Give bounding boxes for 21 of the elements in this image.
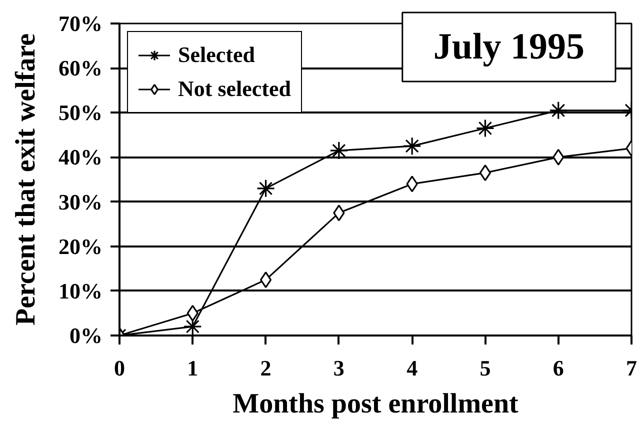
x-tick-label: 4 (406, 356, 418, 380)
x-tick-label: 5 (480, 356, 491, 380)
y-tick-label: 70% (58, 11, 102, 36)
x-axis-title: Months post enrollment (232, 388, 520, 420)
legend-label: Selected (178, 42, 255, 68)
y-tick-label: 30% (58, 189, 102, 214)
x-tick-label: 2 (260, 356, 272, 380)
x-tick-label: 6 (552, 356, 564, 380)
legend-label: Not selected (178, 76, 292, 102)
y-tick-label: 40% (58, 144, 102, 170)
y-tick-label: 10% (58, 278, 102, 304)
chart-title: July 1995 (433, 26, 584, 68)
x-tick-label: 1 (187, 356, 198, 380)
y-tick-label: 50% (58, 100, 102, 126)
y-tick-label: 60% (58, 56, 102, 81)
y-tick-label: 20% (58, 234, 102, 259)
y-axis-title: Percent that exit welfare (10, 33, 42, 326)
x-tick-label: 7 (626, 356, 637, 380)
y-tick-label: 0% (70, 323, 102, 348)
x-tick-label: 0 (114, 356, 125, 380)
x-tick-label: 3 (333, 356, 344, 380)
